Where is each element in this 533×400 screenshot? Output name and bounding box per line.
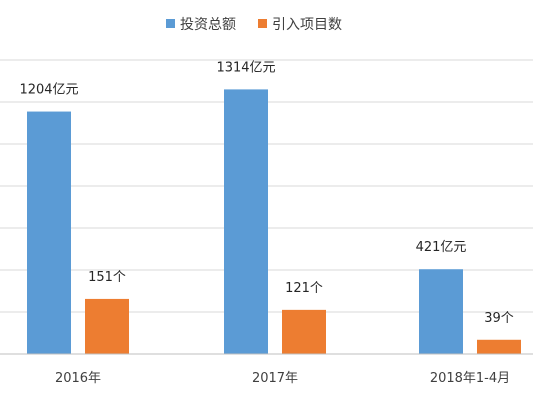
- data-labels: 1204亿元 1314亿元 421亿元 151个 121个 39个: [19, 60, 513, 325]
- x-tick-label: 2016年: [55, 371, 101, 386]
- legend-swatch-series-2: [258, 19, 267, 28]
- data-label: 421亿元: [416, 240, 467, 255]
- bars: [27, 89, 521, 355]
- bar-series-2: [477, 339, 521, 354]
- legend-label-series-1: 投资总额: [180, 17, 236, 33]
- bar-series-1: [419, 269, 463, 354]
- legend-label-series-2: 引入项目数: [272, 17, 342, 33]
- bar-series-1: [224, 89, 268, 355]
- x-axis-ticks: 2016年 2017年 2018年1-4月: [55, 371, 510, 386]
- legend-swatch-series-1: [166, 19, 175, 28]
- x-tick-label: 2017年: [252, 371, 298, 386]
- data-label: 39个: [484, 311, 514, 326]
- data-label: 151个: [88, 270, 126, 285]
- bar-series-2: [85, 298, 129, 354]
- bar-series-2: [282, 309, 326, 354]
- bar-series-1: [27, 111, 71, 354]
- legend: 投资总额 引入项目数: [166, 17, 342, 33]
- data-label: 1204亿元: [19, 83, 78, 98]
- x-tick-label: 2018年1-4月: [430, 371, 510, 386]
- data-label: 121个: [285, 281, 323, 296]
- data-label: 1314亿元: [216, 60, 275, 75]
